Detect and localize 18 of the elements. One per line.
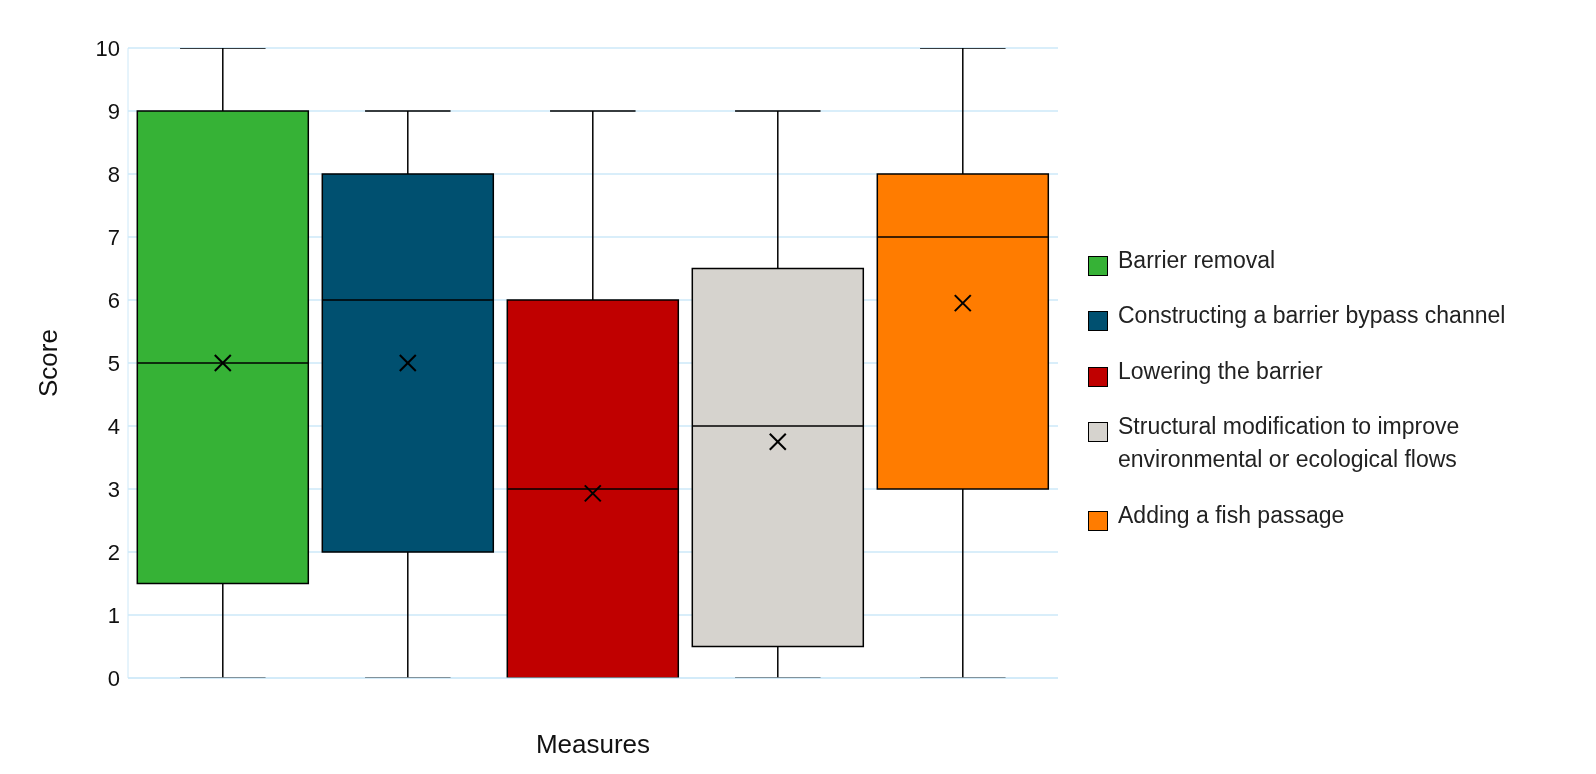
y-tick-label: 7 [107,224,120,250]
y-tick-label: 10 [95,35,120,61]
x-axis-title: Measures [535,729,651,759]
y-tick-label: 9 [107,98,120,124]
y-tick-label: 2 [107,539,120,565]
y-tick-label: 6 [107,287,120,313]
y-tick-label: 8 [107,161,120,187]
y-tick-label: 5 [107,350,120,376]
legend-label: Constructing a barrier bypass channel [1118,301,1506,331]
legend-label: Adding a fish passage [1118,500,1345,530]
legend-label: Lowering the barrier [1118,356,1323,386]
y-tick-label: 4 [107,413,120,439]
legend-label: Barrier removal [1118,245,1276,275]
y-tick-label: 1 [107,602,120,628]
legend-label: Structural modification to improve environmental or ecological flows [1118,412,1461,475]
y-tick-label: 3 [107,476,120,502]
y-tick-label: 0 [107,665,120,691]
y-axis-title: Score [33,329,64,397]
